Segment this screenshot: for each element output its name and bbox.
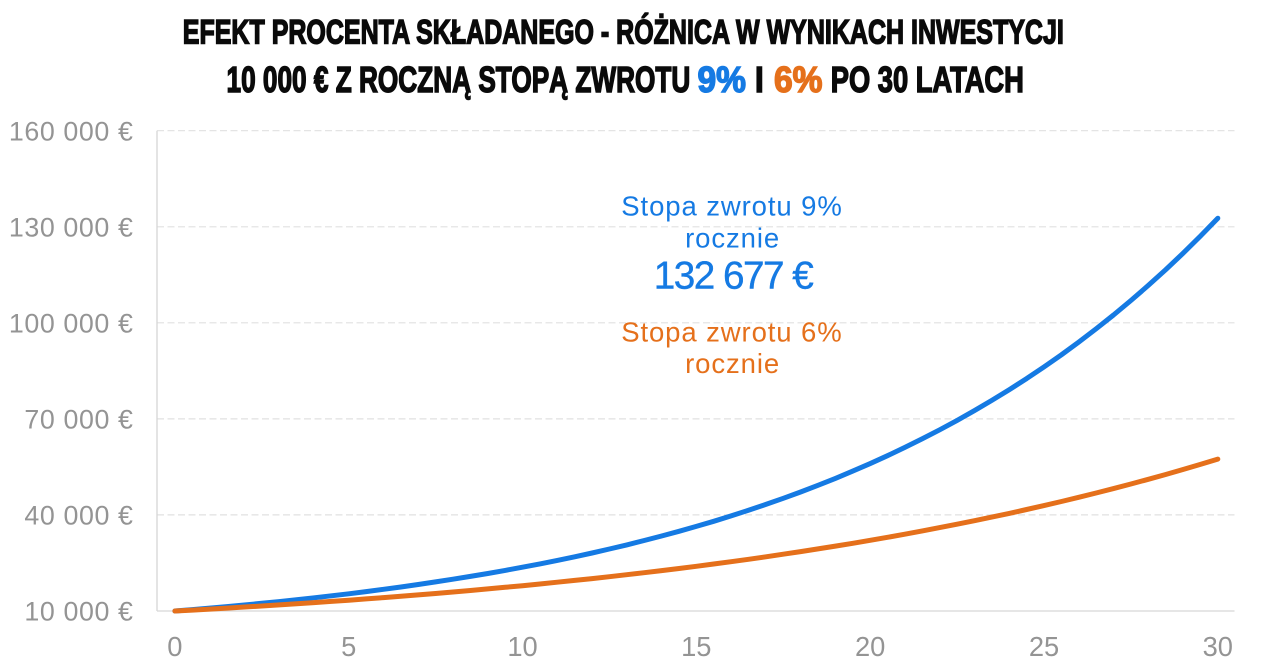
svg-text:132 677 €: 132 677 € (654, 255, 814, 298)
svg-text:10 000 € Z ROCZNĄ STOPĄ ZWROTU: 10 000 € Z ROCZNĄ STOPĄ ZWROTU (227, 60, 691, 100)
svg-text:0: 0 (167, 631, 182, 662)
svg-text:6%: 6% (774, 61, 822, 100)
svg-text:9%: 9% (698, 61, 746, 100)
svg-text:rocznie: rocznie (685, 348, 780, 379)
svg-text:30: 30 (1203, 631, 1233, 662)
svg-text:160 000 €: 160 000 € (9, 116, 134, 146)
svg-text:15: 15 (681, 631, 711, 662)
svg-text:I: I (755, 60, 764, 101)
svg-text:PO 30 LATACH: PO 30 LATACH (831, 59, 1024, 100)
svg-text:25: 25 (1029, 631, 1059, 662)
svg-text:20: 20 (855, 631, 885, 662)
svg-text:40 000 €: 40 000 € (24, 501, 133, 531)
svg-text:Stopa zwrotu 6%: Stopa zwrotu 6% (621, 316, 842, 347)
svg-text:Stopa zwrotu 9%: Stopa zwrotu 9% (621, 191, 842, 222)
svg-text:EFEKT PROCENTA SKŁADANEGO - RÓ: EFEKT PROCENTA SKŁADANEGO - RÓŻNICA W WY… (183, 13, 1064, 52)
svg-text:130 000 €: 130 000 € (9, 212, 134, 242)
svg-text:rocznie: rocznie (685, 223, 780, 254)
svg-text:10: 10 (507, 631, 537, 662)
svg-text:100 000 €: 100 000 € (9, 308, 134, 338)
svg-text:5: 5 (341, 631, 356, 662)
svg-text:70 000 €: 70 000 € (24, 405, 133, 435)
svg-text:10 000 €: 10 000 € (24, 597, 133, 627)
